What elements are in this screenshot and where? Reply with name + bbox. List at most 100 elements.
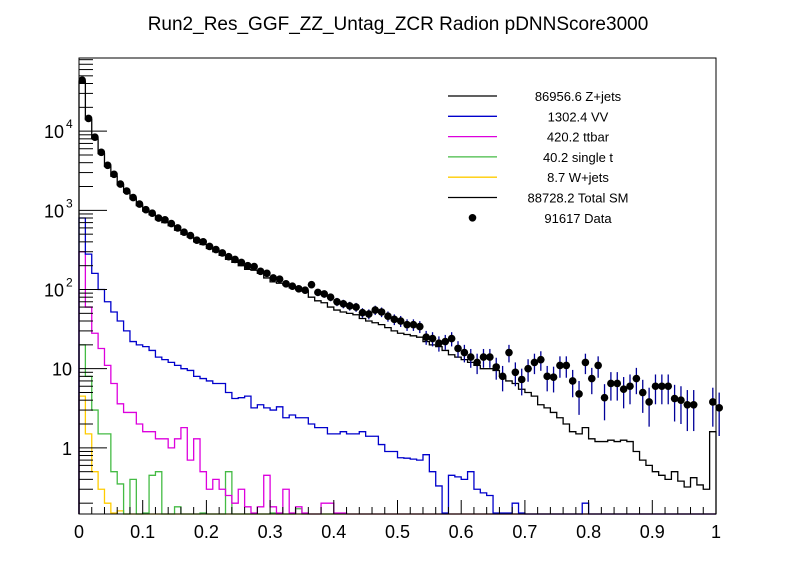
legend-label: 420.2 ttbar (547, 130, 610, 145)
data-point (670, 384, 679, 422)
data-marker (301, 286, 309, 295)
data-point (116, 180, 125, 188)
x-axis: 0 0.1 0.2 0.3 0.4 0.5 0.6 0.7 0.8 0.9 1 (74, 500, 721, 542)
data-point (263, 269, 271, 278)
data-marker (231, 255, 239, 264)
data-marker (409, 320, 418, 329)
data-marker (403, 320, 411, 329)
data-point (492, 357, 501, 380)
data-marker (377, 308, 386, 316)
data-point (384, 311, 392, 322)
data-marker (670, 394, 679, 403)
data-marker (345, 302, 354, 310)
legend: 86956.6 Z+jets 1302.4 VV 420.2 ttbar 40.2 s… (448, 89, 628, 226)
data-marker (180, 228, 188, 236)
data-marker (498, 372, 507, 381)
data-marker (530, 358, 539, 367)
y-tick-exponent: 4 (66, 117, 73, 131)
data-point (409, 319, 418, 331)
data-marker (537, 355, 545, 364)
data-marker (645, 398, 653, 406)
data-marker (288, 282, 297, 291)
data-point (180, 228, 188, 236)
x-tick-label: 0.7 (512, 522, 537, 542)
data-marker (326, 293, 335, 301)
legend-label: 86956.6 Z+jets (535, 89, 622, 104)
data-marker (358, 308, 367, 317)
data-point (498, 365, 507, 392)
legend-label: 91617 Data (544, 211, 612, 226)
data-point (435, 336, 443, 352)
data-marker (435, 339, 443, 347)
data-point (562, 356, 571, 378)
data-marker (122, 187, 131, 195)
data-point (339, 299, 348, 309)
data-marker (619, 385, 628, 394)
y-tick-exponent: 2 (66, 276, 73, 290)
data-marker (205, 242, 214, 251)
data-point (135, 200, 144, 208)
data-marker (218, 249, 227, 257)
data-marker (575, 390, 583, 398)
data-point (148, 209, 157, 218)
data-marker (333, 297, 341, 306)
data-marker (244, 261, 252, 270)
data-point (473, 353, 481, 375)
data-point (587, 367, 596, 395)
data-marker (466, 353, 475, 361)
data-marker (683, 400, 692, 409)
chart-title: Run2_Res_GGF_ZZ_Untag_ZCR Radion pDNNSco… (148, 14, 649, 35)
data-marker (84, 114, 93, 123)
data-point (275, 275, 284, 283)
data-marker (396, 317, 405, 325)
data-marker (613, 379, 622, 388)
data-point (129, 193, 137, 202)
data-points-layer (78, 76, 723, 437)
data-point (505, 344, 513, 363)
data-point (581, 353, 590, 375)
data-point (638, 379, 647, 413)
data-marker (562, 361, 571, 370)
x-tick-label: 0.2 (194, 522, 219, 542)
data-marker (116, 180, 125, 188)
data-point (122, 187, 131, 195)
data-point (91, 133, 99, 141)
data-marker (97, 148, 106, 157)
data-point (422, 330, 430, 345)
data-marker (307, 280, 316, 289)
data-point (224, 252, 233, 261)
data-point (288, 282, 297, 291)
data-point (154, 214, 163, 222)
data-point (371, 305, 380, 316)
data-point (161, 215, 169, 224)
data-point (193, 236, 201, 244)
data-marker (651, 382, 660, 391)
data-marker (78, 76, 86, 85)
data-marker (492, 363, 501, 371)
data-point (454, 341, 462, 358)
data-marker (415, 322, 424, 331)
data-marker (600, 393, 609, 402)
data-marker (148, 209, 157, 218)
data-point (543, 365, 551, 392)
data-point (294, 285, 303, 293)
data-marker (250, 262, 258, 271)
x-tick-label: 0.4 (321, 522, 346, 542)
data-marker (352, 303, 360, 311)
data-point (250, 262, 258, 271)
x-tick-label: 1 (711, 522, 721, 542)
legend-entry: 86956.6 Z+jets (448, 89, 622, 104)
data-marker (282, 280, 290, 288)
data-marker (193, 236, 201, 244)
data-marker (638, 388, 647, 397)
data-marker (473, 358, 481, 367)
data-point (205, 242, 214, 251)
data-point (244, 261, 252, 270)
data-marker (715, 404, 723, 412)
data-point (415, 321, 424, 334)
data-marker (677, 396, 685, 404)
data-point (231, 255, 239, 264)
data-marker (173, 224, 182, 232)
legend-entry: 91617 Data (468, 211, 612, 226)
